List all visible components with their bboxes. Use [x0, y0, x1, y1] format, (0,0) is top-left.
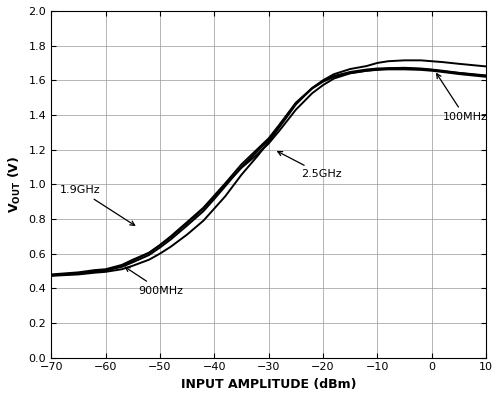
Text: 2.5GHz: 2.5GHz [278, 152, 342, 179]
Text: 900MHz: 900MHz [126, 267, 183, 295]
Text: 1.9GHz: 1.9GHz [60, 185, 134, 225]
Text: 100MHz: 100MHz [436, 74, 488, 122]
Y-axis label: $\mathregular{V_{OUT}}$ (V): $\mathregular{V_{OUT}}$ (V) [7, 156, 23, 213]
X-axis label: INPUT AMPLITUDE (dBm): INPUT AMPLITUDE (dBm) [181, 378, 356, 391]
